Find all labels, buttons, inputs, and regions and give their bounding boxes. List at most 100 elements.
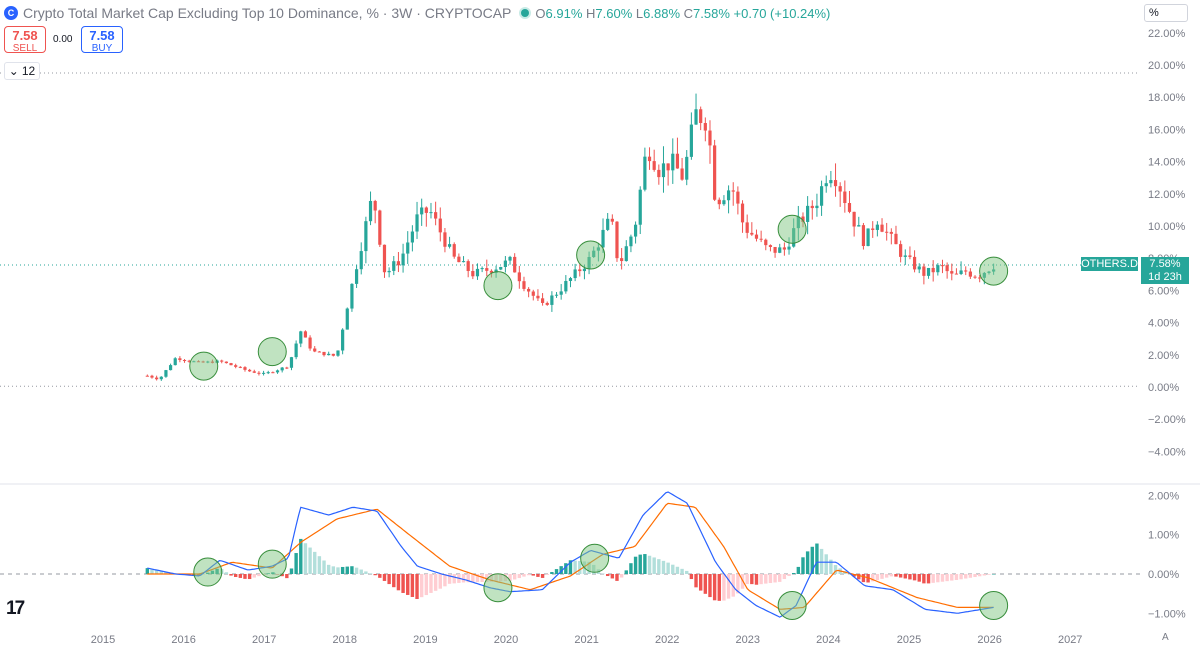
candle-down — [434, 212, 438, 219]
price-axis-tick: −4.00% — [1148, 446, 1186, 458]
macd-histogram-bar — [661, 560, 666, 574]
candle-up — [573, 269, 577, 279]
candle-down — [155, 377, 159, 380]
macd-histogram-bar — [257, 574, 261, 577]
macd-histogram-bar — [368, 573, 373, 574]
candle-down — [745, 222, 749, 233]
candle-down — [666, 163, 670, 171]
macd-histogram-bar — [638, 554, 642, 574]
macd-highlight-circle — [257, 549, 287, 579]
sell-price: 7.58 — [12, 28, 38, 43]
scale-mode-input[interactable]: % — [1144, 4, 1188, 22]
buy-button[interactable]: 7.58 BUY — [81, 26, 123, 54]
macd-histogram-bar — [285, 574, 289, 579]
auto-scale-button[interactable]: A — [1162, 632, 1169, 643]
candle-down — [652, 161, 656, 170]
candle-down — [527, 288, 531, 292]
macd-histogram-bar — [745, 574, 749, 585]
macd-histogram-bar — [861, 574, 866, 583]
macd-histogram-bar — [936, 574, 940, 583]
candle-down — [271, 372, 275, 374]
candle-up — [420, 207, 424, 215]
macd-histogram-bar — [526, 574, 531, 576]
macd-histogram-bar — [429, 574, 433, 593]
candle-down — [615, 221, 619, 259]
time-axis-tick: 2015 — [91, 634, 115, 646]
macd-histogram-bar — [926, 574, 931, 584]
macd-histogram-bar — [778, 574, 782, 582]
macd-histogram-bar — [252, 574, 256, 578]
candle-down — [182, 360, 187, 362]
macd-histogram-bar — [578, 561, 582, 574]
macd-histogram-bar — [387, 574, 391, 585]
candle-down — [740, 203, 745, 223]
macd-histogram-bar — [671, 564, 675, 574]
macd-histogram-bar — [331, 566, 336, 574]
candle-up — [917, 266, 921, 270]
macd-histogram-bar — [475, 574, 480, 583]
candle-up — [564, 280, 568, 292]
macd-histogram-bar — [768, 574, 773, 584]
macd-histogram-bar — [280, 574, 284, 577]
candle-down — [485, 268, 489, 271]
candle-down — [899, 244, 903, 257]
candle-down — [954, 273, 959, 275]
candle-down — [443, 232, 447, 247]
candle-down — [229, 363, 233, 366]
macd-histogram-bar — [401, 574, 405, 593]
macd-histogram-bar — [415, 574, 419, 600]
macd-histogram-bar — [396, 574, 401, 591]
macd-line — [147, 491, 994, 618]
candle-up — [815, 205, 819, 209]
macd-histogram-bar — [977, 574, 982, 577]
macd-histogram-bar — [898, 574, 903, 578]
price-axis-tick: 2.00% — [1148, 350, 1179, 362]
macd-histogram-bar — [685, 570, 689, 574]
macd-histogram-bar — [712, 574, 717, 601]
highlight-circle — [257, 337, 287, 367]
macd-histogram-bar — [908, 574, 912, 580]
macd-histogram-bar — [815, 543, 819, 574]
symbol-title[interactable]: Crypto Total Market Cap Excluding Top 10… — [23, 5, 512, 21]
candle-down — [331, 353, 335, 356]
tradingview-logo-icon[interactable]: 17 — [6, 598, 25, 619]
macd-highlight-circle — [193, 557, 223, 587]
price-axis-tick: 4.00% — [1148, 318, 1179, 330]
macd-histogram-bar — [736, 574, 740, 594]
macd-histogram-bar — [698, 574, 703, 591]
candle-down — [843, 191, 847, 204]
candle-up — [341, 329, 345, 351]
macd-histogram-bar — [345, 566, 349, 574]
candle-down — [978, 277, 982, 279]
candle-down — [248, 369, 252, 372]
open-value: 6.91% — [545, 5, 583, 21]
macd-histogram-bar — [522, 574, 526, 577]
candle-down — [940, 265, 945, 267]
candle-up — [280, 367, 284, 371]
candle-up — [299, 331, 303, 344]
sell-button[interactable]: 7.58 SELL — [4, 26, 46, 54]
macd-highlight-circle — [777, 590, 807, 620]
candle-down — [150, 375, 154, 378]
candle-up — [475, 268, 480, 277]
candle-up — [926, 267, 931, 276]
price-axis-tick: 6.00% — [1148, 285, 1179, 297]
time-axis-tick: 2023 — [736, 634, 760, 646]
candle-up — [959, 270, 963, 275]
macd-histogram-bar — [378, 574, 382, 578]
macd-histogram-bar — [350, 566, 354, 574]
ohlc-values: O6.91% H7.60% L6.88% C7.58% +0.70 (+10.2… — [535, 6, 830, 21]
macd-histogram-bar — [964, 574, 968, 579]
time-axis-tick: 2027 — [1058, 634, 1082, 646]
indicators-collapse-button[interactable]: ⌄ 12 — [4, 62, 40, 80]
candle-down — [457, 256, 461, 263]
macd-histogram-bar — [308, 547, 312, 574]
candle-up — [643, 156, 647, 190]
candle-down — [536, 295, 540, 299]
candle-up — [829, 180, 833, 184]
macd-histogram-bar — [857, 574, 861, 580]
macd-histogram-bar — [485, 574, 489, 582]
candle-down — [313, 348, 317, 352]
candle-up — [671, 153, 675, 171]
